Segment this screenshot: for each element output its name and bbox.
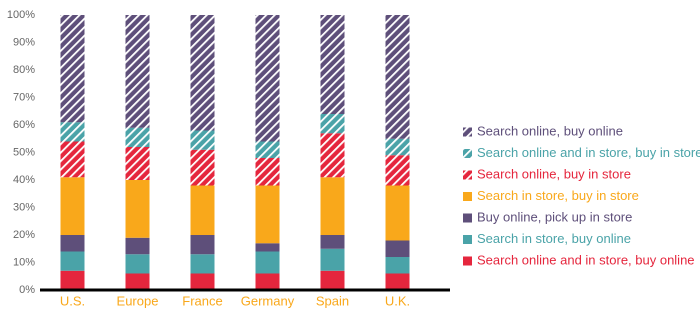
bar-segment <box>125 237 150 255</box>
x-tick-label: Europe <box>117 293 159 308</box>
y-tick-label: 90% <box>13 36 35 48</box>
bar-segment <box>190 273 215 290</box>
legend-label: Search online and in store, buy online <box>477 252 695 267</box>
bar-segment <box>255 15 280 142</box>
bar-segment <box>385 240 410 257</box>
bar-segment <box>125 180 150 238</box>
bar-segment <box>125 127 150 147</box>
bar-segment <box>60 270 85 290</box>
y-tick-label: 20% <box>13 229 35 241</box>
y-tick-label: 50% <box>13 146 35 158</box>
legend-label: Search online, buy online <box>477 123 623 138</box>
bar-segment <box>190 130 215 150</box>
x-tick-label: Germany <box>241 293 295 308</box>
legend-swatch <box>463 170 472 180</box>
legend-swatch <box>463 192 472 201</box>
y-tick-label: 100% <box>7 9 35 21</box>
bar-segment <box>385 273 410 290</box>
bar-segment <box>60 15 85 123</box>
bar-segment <box>190 185 215 235</box>
bar-segment <box>190 149 215 186</box>
legend-label: Search online and in store, buy in store <box>477 145 700 160</box>
bar-segment <box>60 141 85 178</box>
y-tick-label: 0% <box>19 284 35 296</box>
y-tick-label: 80% <box>13 64 35 76</box>
y-tick-label: 70% <box>13 91 35 103</box>
bar-segment <box>320 270 345 290</box>
legend-swatch <box>463 256 472 266</box>
legend-swatch <box>463 213 472 223</box>
legend-swatch <box>463 127 472 137</box>
bar-segment <box>255 273 280 290</box>
bar-segment <box>190 235 215 255</box>
y-tick-label: 10% <box>13 256 35 268</box>
bar-segment <box>385 185 410 241</box>
legend-label: Search online, buy in store <box>477 166 631 181</box>
bar-segment <box>125 273 150 290</box>
bar-segment <box>125 254 150 274</box>
x-tick-label: Spain <box>316 293 349 308</box>
x-tick-label: U.S. <box>60 293 85 308</box>
y-tick-label: 30% <box>13 201 35 213</box>
bar-segment <box>255 243 280 252</box>
bar-segment <box>190 254 215 274</box>
bar-segment <box>190 15 215 131</box>
legend-swatch <box>463 149 472 158</box>
legend-label: Search in store, buy in store <box>477 188 639 203</box>
legend-label: Search in store, buy online <box>477 231 631 246</box>
bar-segment <box>320 235 345 249</box>
legend-swatch <box>463 235 472 244</box>
bar-segment <box>385 15 410 139</box>
bar-segment <box>60 235 85 252</box>
bar-segment <box>255 158 280 186</box>
bar-segment <box>125 15 150 128</box>
bar-segment <box>320 114 345 134</box>
bar-segment <box>60 177 85 235</box>
bar-segment <box>320 133 345 178</box>
y-tick-label: 40% <box>13 174 35 186</box>
bar-segment <box>60 251 85 271</box>
bar-segment <box>255 141 280 158</box>
bar-segment <box>60 122 85 142</box>
bar-segment <box>320 15 345 114</box>
bar-segment <box>255 251 280 274</box>
bar-segment <box>320 177 345 235</box>
bar-segment <box>385 138 410 156</box>
bar-segment <box>385 257 410 274</box>
x-tick-label: France <box>182 293 222 308</box>
bar-segment <box>320 248 345 271</box>
bar-segment <box>255 185 280 244</box>
bar-segment <box>385 155 410 186</box>
bar-segment <box>125 147 150 180</box>
y-tick-label: 60% <box>13 119 35 131</box>
legend-label: Buy online, pick up in store <box>477 209 632 224</box>
x-tick-label: U.K. <box>385 293 410 308</box>
